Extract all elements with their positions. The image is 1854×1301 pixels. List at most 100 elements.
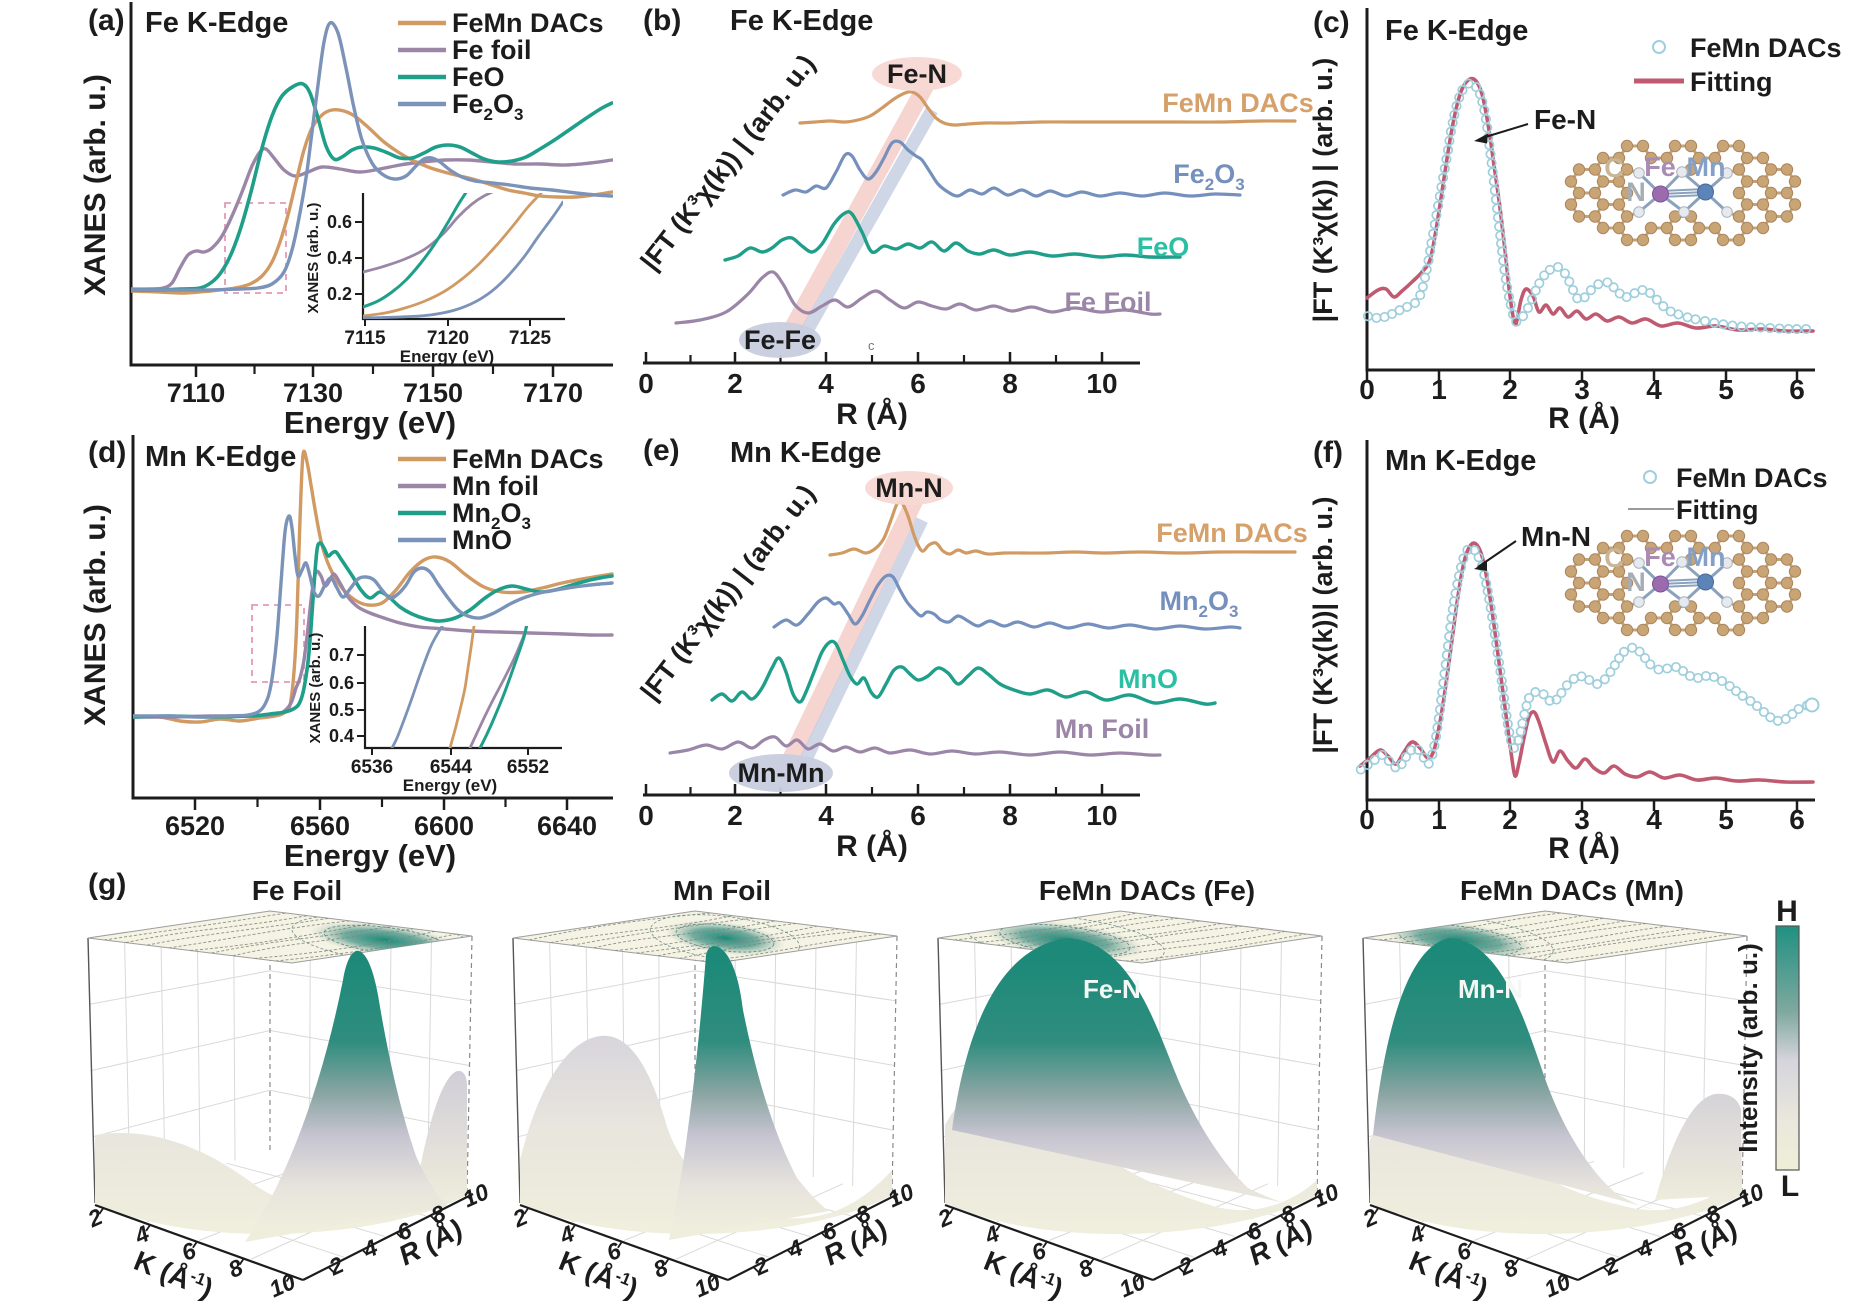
svg-text:(g): (g)	[88, 868, 126, 901]
svg-text:10: 10	[1115, 1268, 1149, 1301]
svg-text:FeO: FeO	[1137, 232, 1190, 262]
svg-text:Fe-N: Fe-N	[1083, 974, 1141, 1004]
svg-text:FeMn DACs: FeMn DACs	[452, 8, 604, 38]
svg-text:H: H	[1776, 895, 1798, 928]
svg-text:Mn: Mn	[1687, 542, 1726, 572]
svg-text:(e): (e)	[643, 434, 680, 467]
svg-text:Energy (eV): Energy (eV)	[284, 838, 456, 873]
svg-text:7130: 7130	[283, 378, 343, 408]
svg-text:FeO: FeO	[452, 62, 505, 92]
svg-text:K (Å-1): K (Å-1)	[980, 1245, 1068, 1301]
svg-text:2: 2	[1502, 374, 1518, 405]
svg-text:2: 2	[1599, 1251, 1622, 1280]
svg-text:6600: 6600	[414, 811, 474, 841]
svg-text:4: 4	[1208, 1234, 1231, 1263]
svg-text:Fe-N: Fe-N	[887, 59, 947, 89]
svg-text:Fe K-Edge: Fe K-Edge	[730, 5, 873, 37]
svg-text:6: 6	[1789, 804, 1805, 835]
svg-text:8: 8	[1002, 368, 1018, 399]
svg-text:MnO: MnO	[452, 525, 512, 555]
svg-text:2: 2	[727, 800, 743, 831]
svg-text:|FT (K³χ(k))| (arb. u.): |FT (K³χ(k))| (arb. u.)	[1308, 496, 1338, 753]
svg-text:6: 6	[910, 800, 926, 831]
svg-text:6560: 6560	[290, 811, 350, 841]
svg-text:K (Å-1): K (Å-1)	[555, 1245, 643, 1301]
svg-text:Energy (eV): Energy (eV)	[403, 776, 497, 795]
svg-text:8: 8	[1002, 800, 1018, 831]
svg-text:Fe: Fe	[1644, 152, 1676, 182]
svg-text:FeMn DACs: FeMn DACs	[452, 444, 604, 474]
svg-text:XANES (arb. u.): XANES (arb. u.)	[307, 633, 324, 744]
svg-text:6640: 6640	[537, 811, 597, 841]
svg-text:0.6: 0.6	[329, 673, 354, 693]
svg-text:Mn-Mn: Mn-Mn	[738, 758, 825, 788]
svg-text:10: 10	[1086, 368, 1117, 399]
svg-text:Fe K-Edge: Fe K-Edge	[145, 7, 288, 39]
svg-text:0: 0	[1359, 804, 1375, 835]
svg-text:MnO: MnO	[1118, 664, 1178, 694]
svg-text:Mn2O3: Mn2O3	[1160, 586, 1239, 621]
svg-text:Mn-N: Mn-N	[875, 473, 942, 503]
svg-text:Fitting: Fitting	[1690, 67, 1772, 97]
svg-text:Mn K-Edge: Mn K-Edge	[730, 437, 881, 469]
svg-text:6536: 6536	[351, 757, 393, 778]
svg-text:0.4: 0.4	[329, 726, 354, 746]
svg-text:Fe2O3: Fe2O3	[1173, 159, 1244, 194]
svg-text:6552: 6552	[507, 757, 549, 778]
svg-text:6: 6	[910, 368, 926, 399]
svg-text:Mn Foil: Mn Foil	[1055, 714, 1149, 744]
svg-text:3: 3	[1574, 804, 1590, 835]
svg-text:FeMn DACs: FeMn DACs	[1676, 463, 1828, 493]
svg-text:4: 4	[1646, 374, 1662, 405]
svg-text:1: 1	[1431, 374, 1447, 405]
svg-text:R (Å): R (Å)	[836, 398, 908, 431]
svg-text:Fe Foil: Fe Foil	[252, 875, 342, 906]
svg-text:FeMn DACs: FeMn DACs	[1156, 518, 1308, 548]
svg-text:K (Å-1): K (Å-1)	[130, 1245, 218, 1301]
svg-text:XANES (arb. u.): XANES (arb. u.)	[79, 504, 112, 726]
svg-text:Mn2O3: Mn2O3	[452, 498, 531, 533]
svg-text:R (Å): R (Å)	[1548, 832, 1620, 865]
svg-text:Mn: Mn	[1687, 152, 1726, 182]
svg-text:4: 4	[818, 800, 834, 831]
svg-text:2: 2	[324, 1251, 347, 1280]
svg-text:3: 3	[1574, 374, 1590, 405]
svg-text:Fe Foil: Fe Foil	[1065, 287, 1152, 317]
svg-text:7170: 7170	[523, 378, 583, 408]
svg-text:(a): (a)	[88, 4, 125, 37]
svg-text:Mn foil: Mn foil	[452, 471, 539, 501]
svg-text:4: 4	[783, 1234, 806, 1263]
svg-text:5: 5	[1718, 374, 1734, 405]
svg-text:L: L	[1781, 1170, 1799, 1203]
svg-text:FeMn DACs (Fe): FeMn DACs (Fe)	[1039, 875, 1255, 906]
svg-text:Fe: Fe	[1644, 542, 1676, 572]
svg-text:0: 0	[638, 368, 654, 399]
svg-text:0.6: 0.6	[327, 212, 352, 232]
svg-text:6: 6	[1789, 374, 1805, 405]
svg-text:Fe-Fe: Fe-Fe	[744, 325, 816, 355]
svg-text:Fe2O3: Fe2O3	[452, 89, 523, 124]
svg-text:2: 2	[749, 1251, 772, 1280]
svg-text:4: 4	[818, 368, 834, 399]
svg-text:Fe-N: Fe-N	[1534, 104, 1596, 135]
svg-text:Intensity (arb. u.): Intensity (arb. u.)	[1733, 943, 1763, 1152]
svg-text:4: 4	[1633, 1234, 1656, 1263]
svg-text:7120: 7120	[427, 328, 469, 349]
svg-text:0: 0	[1359, 374, 1375, 405]
svg-text:0.5: 0.5	[329, 700, 354, 720]
svg-text:Mn-N: Mn-N	[1521, 521, 1591, 552]
svg-text:4: 4	[358, 1234, 381, 1263]
svg-text:10: 10	[1540, 1268, 1574, 1301]
svg-text:2: 2	[727, 368, 743, 399]
svg-text:N: N	[1626, 177, 1646, 207]
svg-text:K (Å-1): K (Å-1)	[1405, 1245, 1493, 1301]
svg-text:7125: 7125	[509, 328, 552, 349]
svg-text:0.2: 0.2	[327, 284, 352, 304]
svg-text:|FT (K³χ(k)) | (arb. u.): |FT (K³χ(k)) | (arb. u.)	[635, 49, 822, 276]
svg-text:c: c	[868, 338, 875, 353]
svg-text:FeMn DACs: FeMn DACs	[1690, 33, 1842, 63]
svg-text:2: 2	[1174, 1251, 1197, 1280]
svg-text:(c): (c)	[1313, 6, 1350, 39]
svg-text:2: 2	[1502, 804, 1518, 835]
svg-text:0.7: 0.7	[329, 645, 354, 665]
